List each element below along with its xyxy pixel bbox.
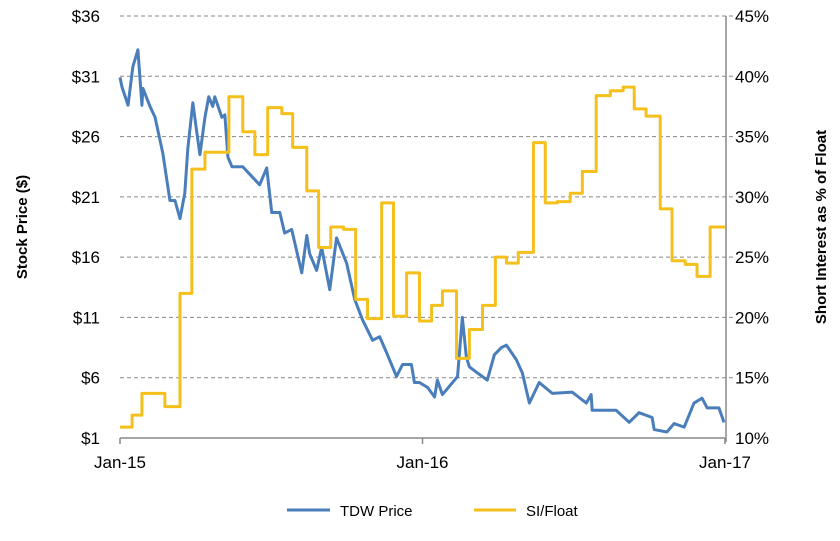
left-tick-label: $11 (73, 308, 100, 327)
axes (119, 16, 727, 444)
left-tick-label: $16 (72, 248, 100, 267)
series-line-tdw-price (118, 48, 726, 434)
right-tick-label: 45% (735, 7, 769, 26)
right-tick-label: 30% (735, 188, 769, 207)
right-tick-label: 40% (735, 67, 769, 86)
legend-label-si-float: SI/Float (526, 503, 579, 520)
legend: TDW Price SI/Float (287, 503, 579, 520)
left-axis-tick-labels: $1 $6 $11 $16 $21 $26 $31 $36 (72, 7, 100, 448)
left-tick-label: $21 (72, 188, 100, 207)
right-tick-label: 15% (735, 369, 769, 388)
left-tick-label: $1 (81, 429, 100, 448)
right-axis-tick-labels: 10% 15% 20% 25% 30% 35% 40% 45% (735, 7, 769, 448)
left-tick-label: $26 (72, 128, 100, 147)
x-axis-tick-labels: Jan-15 Jan-16 Jan-17 (94, 453, 751, 472)
left-tick-label: $6 (81, 369, 100, 388)
right-tick-label: 10% (735, 429, 769, 448)
x-tick-label: Jan-16 (397, 453, 449, 472)
series-lines (118, 48, 726, 434)
series-line-si-float (120, 85, 725, 429)
left-tick-label: $31 (72, 67, 100, 86)
right-tick-label: 25% (735, 248, 769, 267)
right-axis-title: Short Interest as % of Float (813, 130, 830, 324)
left-tick-label: $36 (72, 7, 100, 26)
x-tick-label: Jan-17 (699, 453, 751, 472)
gridlines (120, 15, 733, 379)
legend-label-tdw-price: TDW Price (340, 503, 413, 520)
right-tick-label: 20% (735, 308, 769, 327)
x-tick-label: Jan-15 (94, 453, 146, 472)
left-axis-title: Stock Price ($) (14, 175, 31, 279)
right-tick-label: 35% (735, 128, 769, 147)
